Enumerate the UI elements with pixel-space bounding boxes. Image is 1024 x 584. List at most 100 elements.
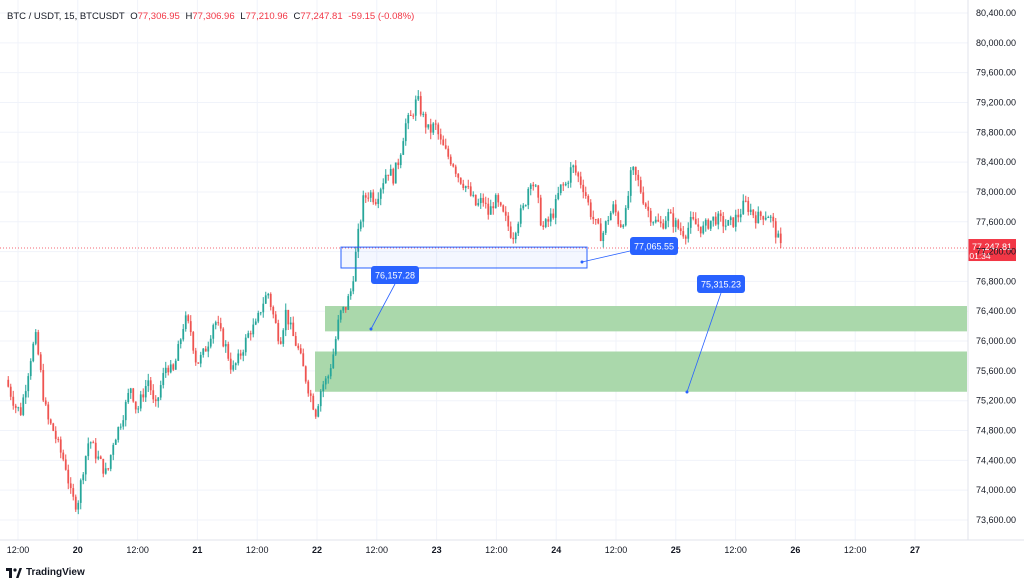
candle-down xyxy=(297,345,300,349)
candle-down xyxy=(752,209,755,216)
candle-up xyxy=(144,386,147,398)
candle-down xyxy=(754,215,757,224)
candle-down xyxy=(217,322,220,324)
candle-down xyxy=(457,173,460,178)
candle-up xyxy=(174,360,177,370)
candle-up xyxy=(522,205,525,209)
close-value: 77,247.81 xyxy=(300,11,343,22)
candle-down xyxy=(589,202,592,217)
candle-down xyxy=(714,216,717,225)
candle-up xyxy=(749,209,752,212)
candle-up xyxy=(712,216,715,221)
candle-up xyxy=(317,406,320,417)
candle-down xyxy=(99,456,102,459)
price-axis[interactable]: 80,400.00 80,000.00 79,600.00 79,200.00 78,8… xyxy=(967,0,1016,540)
candle-down xyxy=(307,381,310,394)
candle-up xyxy=(767,217,770,219)
candle-down xyxy=(72,488,75,497)
candle-down xyxy=(312,395,315,410)
candle-up xyxy=(177,344,180,361)
candle-up xyxy=(609,212,612,221)
candle-up xyxy=(564,183,567,186)
callout-leader-2 xyxy=(581,250,631,263)
y-tick-label: 76,400.00 xyxy=(976,306,1016,316)
x-tick-label: 22 xyxy=(312,545,322,555)
time-axis[interactable]: 12:00 20 12:00 21 12:00 22 12:00 23 12:00 24 12:00… xyxy=(0,539,1024,555)
candle-up xyxy=(359,221,362,229)
candle-down xyxy=(309,393,312,396)
candle-down xyxy=(574,165,577,173)
x-tick-label: 12:00 xyxy=(366,545,389,555)
candle-up xyxy=(399,154,402,166)
candlesticks xyxy=(7,90,782,515)
candle-down xyxy=(274,314,277,324)
candle-down xyxy=(487,203,490,215)
candle-up xyxy=(202,348,205,355)
candle-down xyxy=(577,172,580,177)
candle-down xyxy=(167,367,170,373)
candle-up xyxy=(764,217,767,220)
candle-down xyxy=(439,134,442,140)
candle-down xyxy=(497,195,500,203)
candle-up xyxy=(79,480,82,503)
candle-down xyxy=(532,184,535,187)
candle-up xyxy=(572,165,575,168)
x-tick-label: 21 xyxy=(192,545,202,555)
candle-up xyxy=(184,315,187,330)
x-tick-label: 12:00 xyxy=(7,545,30,555)
symbol-header: BTC / USDT, 15, BTCUSDT O77,306.95 H77,3… xyxy=(7,11,414,22)
candle-up xyxy=(414,99,417,116)
candle-down xyxy=(482,197,485,203)
candle-up xyxy=(77,502,80,510)
candle-down xyxy=(424,113,427,128)
candle-down xyxy=(619,224,622,227)
candle-down xyxy=(59,439,62,453)
y-tick-label: 80,000.00 xyxy=(976,38,1016,48)
candle-up xyxy=(262,303,265,313)
candle-down xyxy=(52,423,55,431)
candle-down xyxy=(584,192,587,197)
candle-up xyxy=(569,167,572,183)
candle-down xyxy=(662,223,665,229)
x-tick-label: 12:00 xyxy=(126,545,149,555)
y-tick-label: 76,000.00 xyxy=(976,336,1016,346)
y-tick-label: 75,600.00 xyxy=(976,366,1016,376)
candle-up xyxy=(252,324,255,335)
tradingview-logo[interactable]: TradingView xyxy=(6,567,85,578)
candle-up xyxy=(232,365,235,370)
y-tick-label: 78,400.00 xyxy=(976,157,1016,167)
candle-up xyxy=(369,192,372,198)
candle-up xyxy=(527,188,530,206)
brand-name: TradingView xyxy=(26,567,85,578)
lower-demand-zone xyxy=(315,351,967,392)
candle-up xyxy=(777,233,780,238)
candle-down xyxy=(657,219,660,222)
x-tick-label: 12:00 xyxy=(844,545,867,555)
candle-down xyxy=(344,306,347,310)
candle-down xyxy=(452,164,455,167)
candle-up xyxy=(327,376,330,379)
candle-up xyxy=(602,232,605,242)
candle-up xyxy=(147,380,150,387)
candle-up xyxy=(742,200,745,215)
current-price-value: 77,247.81 xyxy=(972,242,1012,252)
candle-down xyxy=(697,224,700,227)
candle-down xyxy=(287,309,290,325)
candle-up xyxy=(674,220,677,227)
candle-down xyxy=(694,218,697,225)
candle-up xyxy=(612,204,615,213)
candle-up xyxy=(114,439,117,445)
candle-down xyxy=(314,409,317,417)
candle-up xyxy=(687,227,690,239)
candle-up xyxy=(352,281,355,292)
candle-down xyxy=(642,192,645,204)
callout-anchor-1 xyxy=(369,327,373,331)
callout-leader-1 xyxy=(370,283,396,330)
candle-down xyxy=(197,362,200,364)
candle-down xyxy=(229,358,232,370)
candle-up xyxy=(557,193,560,200)
candle-up xyxy=(84,456,87,475)
candle-up xyxy=(432,123,435,133)
candle-down xyxy=(614,204,617,213)
